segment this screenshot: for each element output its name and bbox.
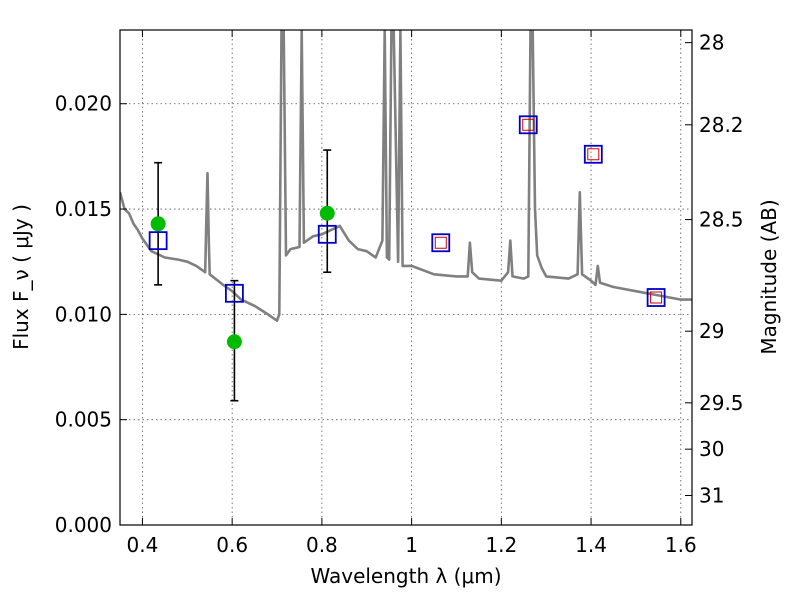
template-spectrum-layer xyxy=(120,30,692,323)
x-tick-label: 1.4 xyxy=(575,533,607,557)
observed-flux-point xyxy=(150,216,166,232)
model-square-point xyxy=(224,283,244,303)
marker-layer xyxy=(148,115,666,402)
model-inner-square-point xyxy=(587,148,600,161)
right-axis-label: Magnitude (AB) xyxy=(757,199,781,354)
right-tick-label: 28.5 xyxy=(699,208,744,232)
x-tick-label: 0.4 xyxy=(127,533,159,557)
right-tick-label: 28 xyxy=(699,31,724,55)
model-inner-square-point xyxy=(522,118,535,131)
x-tick-label: 1 xyxy=(405,533,418,557)
x-tick-label: 0.6 xyxy=(216,533,248,557)
right-tick-label: 28.2 xyxy=(699,113,744,137)
model-square-point xyxy=(646,288,666,307)
y-tick-label: 0.005 xyxy=(55,408,112,432)
model-square-point xyxy=(583,144,603,164)
model-inner-square-point xyxy=(650,291,663,304)
y-axis-label: Flux F_ν ( μJy ) xyxy=(9,204,33,350)
x-tick-label: 1.2 xyxy=(485,533,517,557)
ticks-layer: 0.4 0.6 0.8 1 1.2 1.4 1.6 0.000 0.005 0.010 0.015 0… xyxy=(55,30,744,557)
model-square-point xyxy=(518,115,538,135)
x-axis-label: Wavelength λ (μm) xyxy=(310,564,501,588)
model-square-point xyxy=(317,224,337,244)
model-inner-square-point xyxy=(434,236,447,249)
observed-flux-point xyxy=(226,334,242,350)
model-square-point xyxy=(431,233,451,253)
y-tick-label: 0.020 xyxy=(55,92,112,116)
plot-frame xyxy=(119,29,693,526)
y-tick-label: 0.015 xyxy=(55,197,112,221)
x-tick-label: 0.8 xyxy=(306,533,338,557)
right-tick-label: 29.5 xyxy=(699,391,744,415)
y-tick-label: 0.000 xyxy=(55,513,112,537)
x-tick-label: 1.6 xyxy=(665,533,697,557)
y-tick-label: 0.010 xyxy=(55,302,112,326)
grid-layer xyxy=(120,30,692,526)
observed-flux-point xyxy=(319,205,335,221)
right-tick-label: 30 xyxy=(699,437,724,461)
model-square-point xyxy=(148,231,168,251)
right-tick-label: 29 xyxy=(699,319,724,343)
template-spectrum-line xyxy=(120,30,692,323)
right-tick-label: 31 xyxy=(699,484,724,508)
